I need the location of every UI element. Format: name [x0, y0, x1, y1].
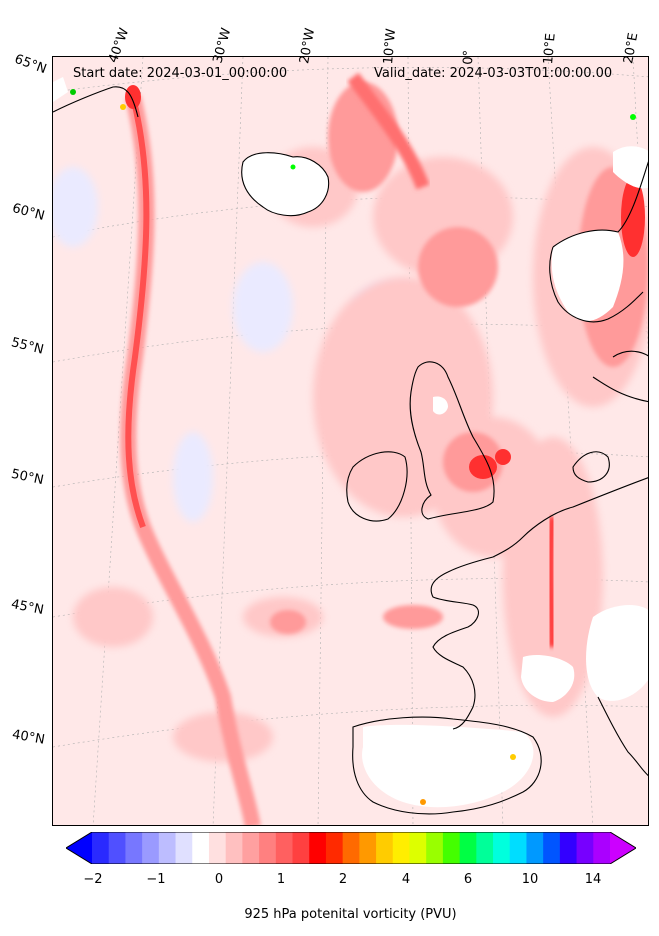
colorbar-cell: [359, 832, 377, 864]
colorbar-cell: [175, 832, 193, 864]
lon-label-10e: 10°E: [541, 32, 559, 65]
colorbar-tick: −2: [83, 872, 103, 887]
lat-label-55n: 55°N: [9, 335, 46, 358]
colorbar-cell: [409, 832, 427, 864]
colorbar-tick: 6: [463, 872, 473, 887]
lon-label-10w: 10°W: [381, 27, 400, 65]
extreme-pv-spots: [70, 89, 636, 805]
pv-map: [53, 57, 648, 825]
colorbar-cell: [442, 832, 461, 864]
coastlines: [53, 86, 648, 815]
high-pv-cores: [125, 85, 645, 479]
colorbar-cell: [526, 832, 544, 864]
colorbar-tick: 1: [276, 872, 286, 887]
colorbar-cell: [192, 832, 210, 864]
colorbar-extend-low: [66, 832, 92, 864]
colorbar-cell: [92, 832, 110, 864]
colorbar-tick: 0: [214, 872, 224, 887]
valid-date-label: Valid_date: 2024-03-03T01:00:00.00: [374, 66, 613, 81]
colorbar-cell: [543, 832, 561, 864]
colorbar-cell: [509, 832, 527, 864]
colorbar-cell: [259, 832, 277, 864]
colorbar-cell: [225, 832, 243, 864]
start-date-label: Start date: 2024-03-01_00:00:00: [73, 66, 288, 81]
map-panel: [52, 56, 649, 826]
lon-label-0: 0°: [461, 49, 477, 65]
lat-label-65n: 65°N: [12, 51, 49, 78]
colorbar-cell: [208, 832, 227, 864]
colorbar-cell: [459, 832, 477, 864]
colorbar-tick: 2: [338, 872, 348, 887]
lat-label-50n: 50°N: [9, 466, 45, 489]
colorbar-tick: 14: [584, 872, 602, 887]
colorbar-tick: −1: [146, 872, 166, 887]
colorbar-extend-high: [610, 832, 636, 864]
lat-label-60n: 60°N: [10, 201, 47, 224]
colorbar-cell: [158, 832, 177, 864]
lat-label-40n: 40°N: [10, 727, 46, 748]
terrain-mask: [53, 77, 648, 808]
colorbar-cell: [342, 832, 360, 864]
colorbar-cell: [576, 832, 594, 864]
colorbar-cell: [493, 832, 511, 864]
colorbar-tick: 4: [401, 872, 411, 887]
colorbar-label: 925 hPa potenital vorticity (PVU): [244, 907, 457, 922]
colorbar-cell: [376, 832, 394, 864]
frontal-band-north: [347, 72, 430, 190]
colorbar-cell: [559, 832, 578, 864]
colorbar-cell: [275, 832, 294, 864]
colorbar-cell: [242, 832, 260, 864]
frontal-band-east: [545, 516, 558, 648]
colorbar-cell: [142, 832, 160, 864]
colorbar-cell: [108, 832, 126, 864]
colorbar-cell: [292, 832, 310, 864]
colorbar-tick: 10: [521, 872, 539, 887]
colorbar-cell: [125, 832, 143, 864]
frontal-band-core: [125, 96, 150, 529]
colorbar: [66, 832, 636, 864]
colorbar-cell: [392, 832, 410, 864]
colorbar-cell: [325, 832, 344, 864]
colorbar-cell: [426, 832, 444, 864]
colorbar-cell: [309, 832, 327, 864]
colorbar-cell: [476, 832, 494, 864]
lat-label-45n: 45°N: [9, 597, 45, 618]
colorbar-cell: [593, 832, 611, 864]
